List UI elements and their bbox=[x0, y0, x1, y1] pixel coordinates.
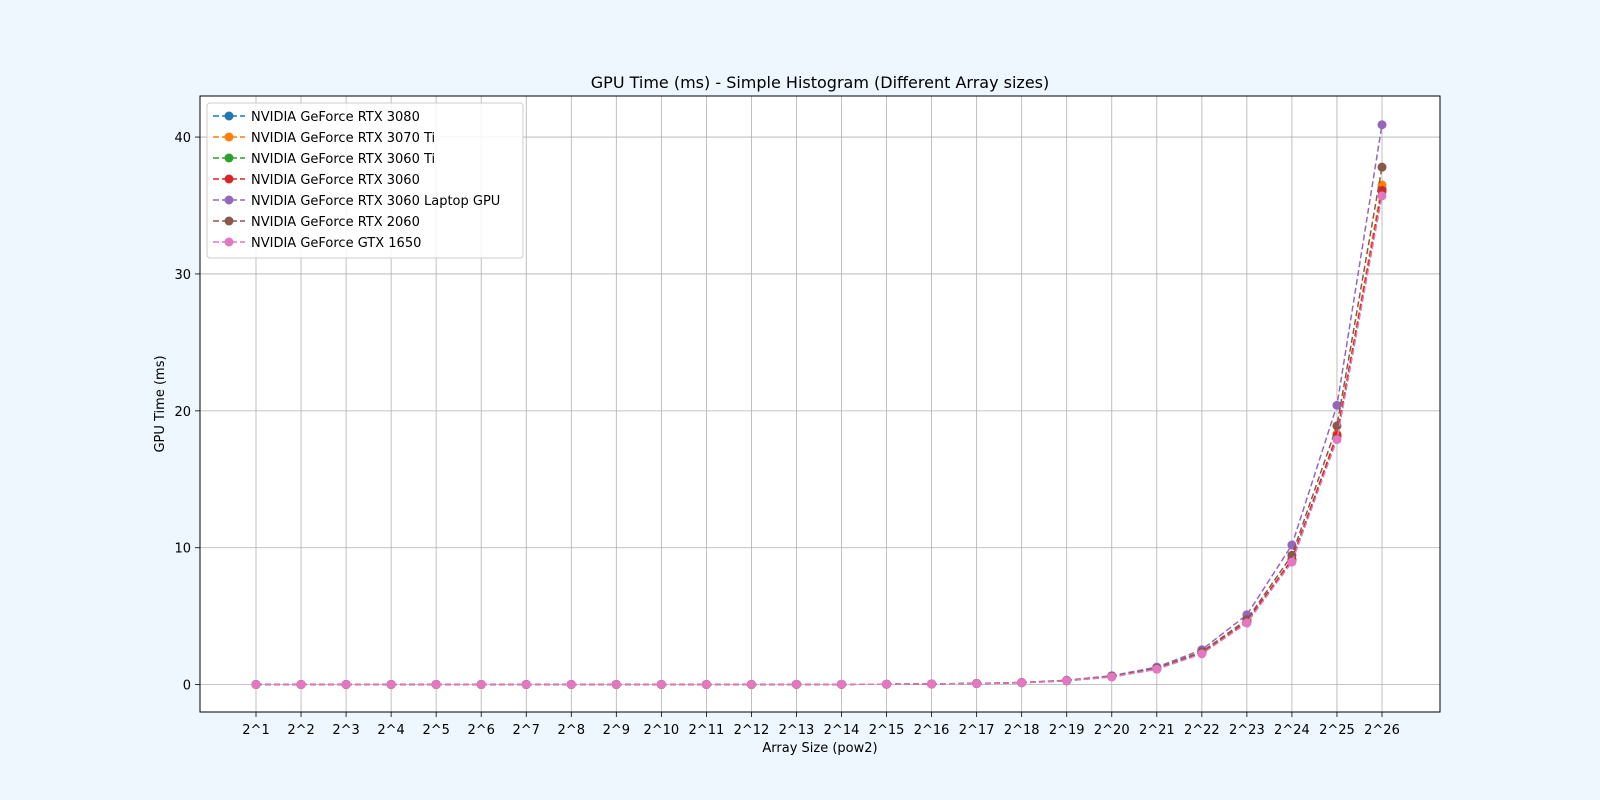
x-tick-label: 2^17 bbox=[959, 723, 995, 738]
x-tick-label: 2^15 bbox=[869, 723, 905, 738]
y-tick-label: 40 bbox=[174, 131, 191, 146]
legend-marker bbox=[224, 153, 234, 163]
x-tick-label: 2^16 bbox=[914, 723, 950, 738]
data-point bbox=[341, 679, 351, 689]
x-tick-label: 2^13 bbox=[779, 723, 815, 738]
x-tick-label: 2^26 bbox=[1364, 723, 1400, 738]
x-tick-label: 2^19 bbox=[1049, 723, 1085, 738]
x-tick-label: 2^8 bbox=[558, 723, 585, 738]
x-tick-label: 2^10 bbox=[644, 723, 680, 738]
y-tick-label: 0 bbox=[183, 679, 191, 694]
legend-label: NVIDIA GeForce RTX 3060 Laptop GPU bbox=[251, 194, 500, 209]
legend-label: NVIDIA GeForce RTX 3060 bbox=[251, 173, 420, 188]
x-tick-label: 2^3 bbox=[332, 723, 359, 738]
legend-label: NVIDIA GeForce GTX 1650 bbox=[251, 236, 421, 251]
data-point bbox=[972, 679, 982, 689]
legend-marker bbox=[224, 195, 234, 205]
x-tick-label: 2^24 bbox=[1274, 723, 1310, 738]
data-point bbox=[1017, 678, 1027, 688]
data-point bbox=[431, 679, 441, 689]
legend-marker bbox=[224, 132, 234, 142]
data-point bbox=[1332, 400, 1342, 410]
x-tick-label: 2^11 bbox=[689, 723, 725, 738]
data-point bbox=[386, 679, 396, 689]
x-tick-label: 2^23 bbox=[1229, 723, 1265, 738]
x-axis-label: Array Size (pow2) bbox=[762, 741, 877, 756]
legend-item: NVIDIA GeForce RTX 3060 Ti bbox=[213, 152, 435, 167]
chart-title: GPU Time (ms) - Simple Histogram (Differ… bbox=[591, 73, 1049, 92]
data-point bbox=[1152, 664, 1162, 674]
data-point bbox=[882, 679, 892, 689]
x-tick-label: 2^1 bbox=[242, 723, 269, 738]
data-point bbox=[1107, 672, 1117, 682]
x-tick-label: 2^6 bbox=[467, 723, 494, 738]
legend-label: NVIDIA GeForce RTX 2060 bbox=[251, 215, 420, 230]
data-point bbox=[1197, 649, 1207, 659]
data-point bbox=[1377, 191, 1387, 201]
data-point bbox=[296, 679, 306, 689]
data-point bbox=[701, 679, 711, 689]
data-point bbox=[656, 679, 666, 689]
data-point bbox=[1377, 162, 1387, 172]
x-tick-label: 2^22 bbox=[1184, 723, 1220, 738]
data-point bbox=[611, 679, 621, 689]
x-tick-label: 2^5 bbox=[422, 723, 449, 738]
y-tick-label: 30 bbox=[174, 268, 191, 283]
legend-item: NVIDIA GeForce RTX 2060 bbox=[213, 215, 420, 230]
data-point bbox=[476, 679, 486, 689]
legend-marker bbox=[224, 237, 234, 247]
legend-item: NVIDIA GeForce RTX 3080 bbox=[213, 110, 420, 125]
legend-label: NVIDIA GeForce RTX 3080 bbox=[251, 110, 420, 125]
x-tick-label: 2^12 bbox=[734, 723, 770, 738]
x-tick-label: 2^14 bbox=[824, 723, 860, 738]
legend-item: NVIDIA GeForce RTX 3060 Laptop GPU bbox=[213, 194, 500, 209]
y-tick-label: 10 bbox=[174, 542, 191, 557]
legend-label: NVIDIA GeForce RTX 3060 Ti bbox=[251, 152, 435, 167]
data-point bbox=[1242, 618, 1252, 628]
y-axis-label: GPU Time (ms) bbox=[153, 355, 168, 452]
legend-item: NVIDIA GeForce RTX 3060 bbox=[213, 173, 420, 188]
axis-ticks: 2^1 2^2 2^3 2^4 2^5 2^6 2^7 2^8 2^9 2^10 2^11 2^12 2… bbox=[174, 131, 1399, 738]
data-point bbox=[521, 679, 531, 689]
series-line bbox=[256, 195, 1383, 686]
series-7 bbox=[251, 191, 1387, 689]
plot-frame bbox=[199, 95, 1441, 713]
legend-label: NVIDIA GeForce RTX 3070 Ti bbox=[251, 131, 435, 146]
y-tick-label: 20 bbox=[174, 405, 191, 420]
x-tick-label: 2^25 bbox=[1319, 723, 1355, 738]
legend-item: NVIDIA GeForce GTX 1650 bbox=[213, 236, 421, 251]
data-point bbox=[1062, 676, 1072, 686]
x-tick-label: 2^9 bbox=[603, 723, 630, 738]
x-tick-label: 2^7 bbox=[513, 723, 540, 738]
data-point bbox=[791, 679, 801, 689]
legend-marker bbox=[224, 174, 234, 184]
legend: NVIDIA GeForce RTX 3080 NVIDIA GeForce RT… bbox=[206, 102, 524, 259]
legend-box bbox=[206, 102, 524, 259]
x-tick-label: 2^18 bbox=[1004, 723, 1040, 738]
legend-item: NVIDIA GeForce RTX 3070 Ti bbox=[213, 131, 435, 146]
data-point bbox=[746, 679, 756, 689]
x-tick-label: 2^4 bbox=[377, 723, 404, 738]
data-point bbox=[837, 679, 847, 689]
series-layer bbox=[251, 120, 1387, 689]
legend-marker bbox=[224, 111, 234, 121]
data-point bbox=[1332, 435, 1342, 445]
x-tick-label: 2^2 bbox=[287, 723, 314, 738]
data-point bbox=[927, 679, 937, 689]
x-tick-label: 2^20 bbox=[1094, 723, 1130, 738]
data-point bbox=[566, 679, 576, 689]
data-point bbox=[251, 679, 261, 689]
legend-marker bbox=[224, 216, 234, 226]
data-point bbox=[1377, 120, 1387, 130]
data-point bbox=[1287, 557, 1297, 567]
x-tick-label: 2^21 bbox=[1139, 723, 1175, 738]
